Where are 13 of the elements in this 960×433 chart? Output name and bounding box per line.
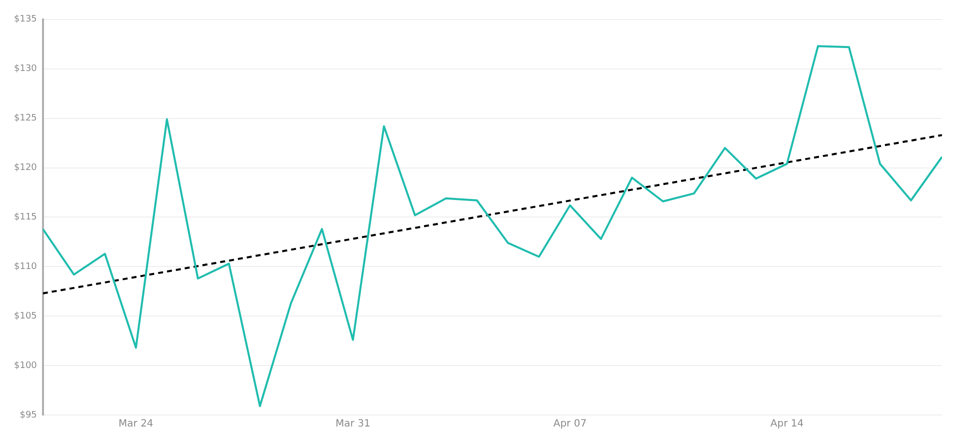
x-tick-label: Mar 31 — [336, 418, 370, 430]
x-tick-label: Mar 24 — [118, 418, 154, 430]
y-tick-label: $125 — [14, 114, 37, 124]
y-tick-label: $120 — [14, 163, 38, 174]
y-tick-label: $115 — [14, 212, 37, 223]
x-tick-label: Apr 07 — [553, 418, 587, 430]
y-tick-label: $95 — [20, 410, 37, 420]
y-tick-label: $110 — [14, 262, 38, 272]
y-tick-label: $100 — [14, 360, 38, 371]
y-tick-label: $130 — [14, 64, 38, 74]
y-tick-label: $135 — [14, 14, 37, 25]
y-tick-label: $105 — [14, 311, 37, 322]
x-tick-label: Apr 14 — [770, 418, 804, 430]
